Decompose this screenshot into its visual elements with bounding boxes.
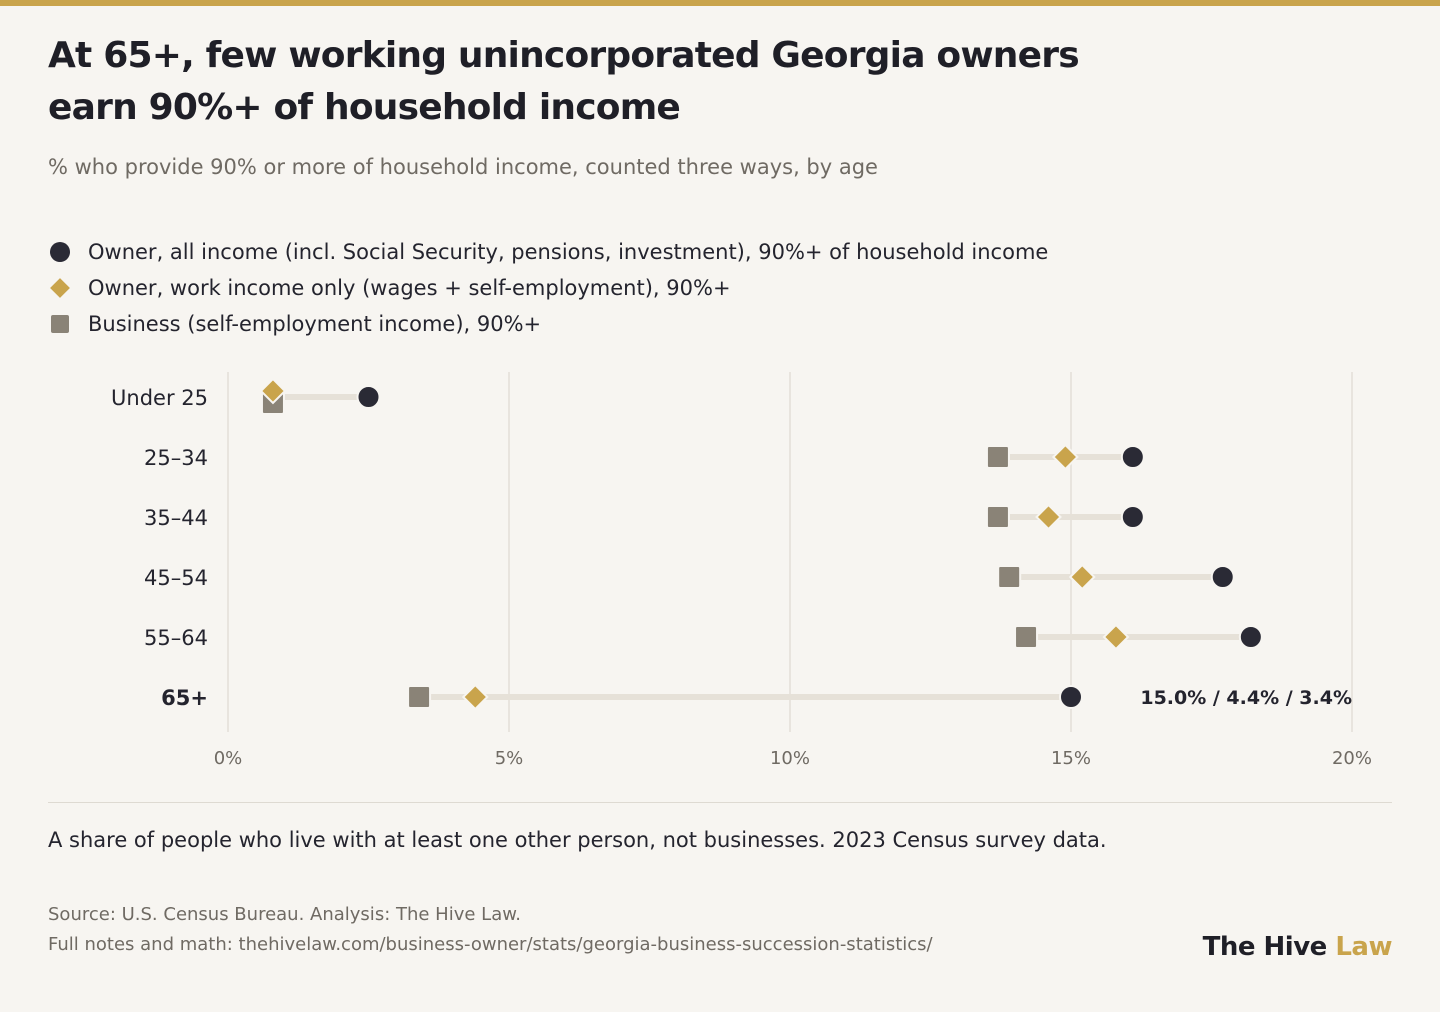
legend-label: Business (self-employment income), 90%+ <box>88 312 542 336</box>
top-accent-bar <box>0 0 1440 6</box>
legend-item-work-income: Owner, work income only (wages + self-em… <box>48 270 1048 306</box>
x-tick-label: 5% <box>495 748 524 769</box>
business-square-marker <box>1014 625 1039 649</box>
x-tick-label: 20% <box>1332 748 1372 769</box>
business-square-marker <box>985 505 1010 529</box>
business-square-marker <box>985 445 1010 469</box>
category-label: 35–44 <box>144 506 208 530</box>
business-square-marker <box>997 565 1022 589</box>
notes-link[interactable]: Full notes and math: thehivelaw.com/busi… <box>48 934 933 955</box>
all-income-circle-marker <box>1120 505 1145 529</box>
legend-label: Owner, work income only (wages + self-em… <box>88 276 731 300</box>
brand-logo: The Hive Law <box>1202 932 1393 962</box>
diamond-marker-icon <box>48 276 72 300</box>
divider <box>48 802 1392 803</box>
x-tick-label: 0% <box>214 748 243 769</box>
category-label: 25–34 <box>144 446 208 470</box>
work-income-diamond-marker <box>1051 443 1079 471</box>
legend: Owner, all income (incl. Social Security… <box>48 234 1048 342</box>
circle-marker-icon <box>48 240 72 264</box>
work-income-diamond-marker <box>1102 623 1130 651</box>
legend-item-all-income: Owner, all income (incl. Social Security… <box>48 234 1048 270</box>
source-block: Source: U.S. Census Bureau. Analysis: Th… <box>48 900 1168 960</box>
all-income-circle-marker <box>356 385 381 409</box>
all-income-circle-marker <box>1059 685 1083 709</box>
all-income-circle-marker <box>1120 445 1145 469</box>
source-line: Source: U.S. Census Bureau. Analysis: Th… <box>48 904 522 925</box>
dot-plot-chart: 0% 5% 10% 15% 20% Under 25 25–34 35–44 45–54 55–6… <box>111 372 1372 769</box>
value-annotation: 15.0% / 4.4% / 3.4% <box>1140 687 1352 709</box>
category-label: Under 25 <box>111 386 208 410</box>
chart-subtitle: % who provide 90% or more of household i… <box>48 155 878 179</box>
category-label: 45–54 <box>144 566 208 590</box>
chart-title: At 65+, few working unincorporated Georg… <box>48 35 1080 128</box>
legend-item-business: Business (self-employment income), 90%+ <box>48 306 1048 342</box>
category-label: 65+ <box>161 686 208 710</box>
work-income-diamond-marker <box>1035 503 1062 531</box>
category-label: 55–64 <box>144 626 208 650</box>
business-square-marker <box>407 685 432 709</box>
work-income-diamond-marker <box>1068 563 1096 591</box>
x-tick-label: 15% <box>1051 748 1091 769</box>
square-marker-icon <box>48 312 72 336</box>
brand-name: The Hive <box>1202 932 1336 962</box>
x-tick-label: 10% <box>770 748 810 769</box>
all-income-circle-marker <box>1238 625 1263 649</box>
work-income-diamond-marker <box>259 377 287 405</box>
legend-label: Owner, all income (incl. Social Security… <box>88 240 1049 264</box>
work-income-diamond-marker <box>461 683 489 711</box>
all-income-circle-marker <box>1210 565 1235 589</box>
footnote: A share of people who live with at least… <box>48 828 1107 852</box>
brand-name-accent: Law <box>1335 932 1392 962</box>
